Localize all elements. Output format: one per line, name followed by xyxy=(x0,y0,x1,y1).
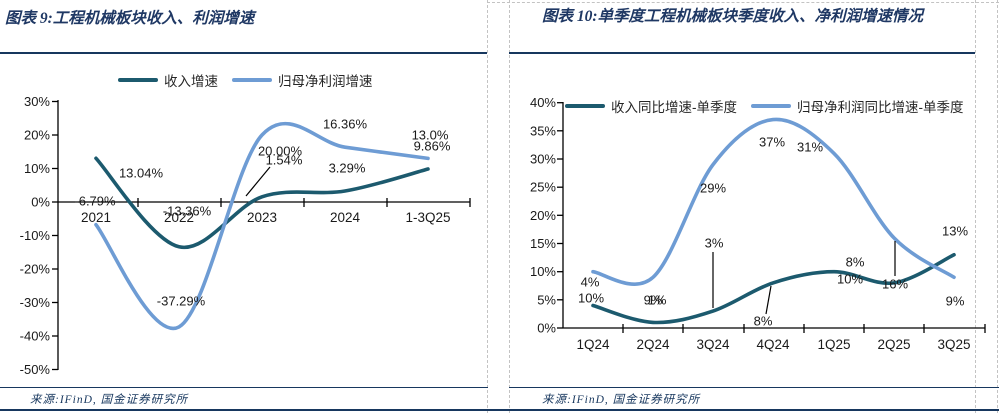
profit-growth-legend-swatch xyxy=(232,78,272,82)
data-point-label: 20.00% xyxy=(258,144,303,159)
annual-growth-line-chart: 30% 20% 10% 0% -10% -20% -30% -40% -50% 2021 2022 2… xyxy=(20,94,471,377)
data-point-label: 8% xyxy=(754,314,773,329)
figure-10-source: 来源:IFinD, 国金证券研究所 xyxy=(542,394,701,406)
data-point-label: 29% xyxy=(700,181,726,196)
data-point-label: 1.54% xyxy=(266,153,303,168)
data-point-label: 16% xyxy=(882,277,908,292)
page-edge-border xyxy=(997,0,998,413)
data-point-label: 16.36% xyxy=(323,117,368,132)
series-line-light xyxy=(94,121,430,331)
y-axis-tick-label: 40% xyxy=(530,95,556,110)
y-axis-tick-label: 15% xyxy=(530,236,556,251)
x-axis-category-label: 2021 xyxy=(81,210,111,225)
quarterly-growth-line-chart: 40% 35% 30% 25% 20% 15% 10% 5% 0% 1Q24 2Q24 3Q24 4Q2… xyxy=(530,95,986,352)
y-axis-tick-label: 25% xyxy=(530,180,556,195)
y-axis-tick-label: 0% xyxy=(537,321,556,336)
cell-divider-right xyxy=(509,0,510,413)
cell-top-border xyxy=(487,2,999,3)
y-axis-tick-label: -50% xyxy=(20,362,51,377)
x-axis-category-label: 2023 xyxy=(247,210,277,225)
figure-10-legend: 收入同比增速-单季度 归母净利润同比增速-单季度 xyxy=(565,96,964,116)
data-point-label: -37.29% xyxy=(157,294,206,309)
x-axis-category-label: 4Q24 xyxy=(756,337,790,352)
data-point-label: 31% xyxy=(797,140,823,155)
profit-growth-legend-label: 归母净利润增速 xyxy=(278,74,373,89)
y-axis-tick-label: 30% xyxy=(530,152,556,167)
data-point-label: 10% xyxy=(578,291,604,306)
data-point-label: 37% xyxy=(759,135,785,150)
y-axis-tick-label: -10% xyxy=(20,228,51,243)
y-axis-tick-label: 10% xyxy=(24,161,50,176)
data-point-label: 4% xyxy=(581,275,600,290)
x-axis-category-label: 1Q24 xyxy=(576,337,610,352)
data-label-leader-line xyxy=(245,166,271,197)
figure-10-title-rule xyxy=(509,52,975,54)
data-point-label: 10% xyxy=(837,272,863,287)
series-line-light xyxy=(591,117,956,286)
quarterly-profit-growth-legend-label: 归母净利润同比增速-单季度 xyxy=(797,100,964,115)
data-point-label: -13.36% xyxy=(163,204,212,219)
y-axis-tick-label: 35% xyxy=(530,123,556,138)
x-axis-category-label: 3Q24 xyxy=(696,337,730,352)
x-axis-category-label: 1Q25 xyxy=(817,337,850,352)
row-bottom-rule xyxy=(0,409,999,411)
quarterly-revenue-growth-legend-label: 收入同比增速-单季度 xyxy=(611,100,737,115)
y-axis-tick-label: 20% xyxy=(530,208,556,223)
y-axis-tick-label: -30% xyxy=(20,295,51,310)
y-axis-tick-label: 30% xyxy=(24,94,50,109)
figure-9-source: 来源:IFinD, 国金证券研究所 xyxy=(30,394,189,406)
data-point-label: 9% xyxy=(946,294,965,309)
revenue-growth-legend-label: 收入增速 xyxy=(164,74,218,89)
y-axis-tick-label: -40% xyxy=(20,329,51,344)
x-axis-category-label: 2Q24 xyxy=(636,337,670,352)
y-axis-tick-label: 10% xyxy=(530,264,556,279)
data-point-label: 13.0% xyxy=(412,128,449,143)
data-point-label: 8% xyxy=(846,255,865,270)
data-label-leader-line xyxy=(765,285,772,315)
figure-9-source-rule xyxy=(0,387,488,388)
cell-divider-far-right xyxy=(975,0,976,413)
series-line-dark xyxy=(94,156,430,250)
data-point-label: 13% xyxy=(942,224,968,239)
series-line-dark xyxy=(591,253,956,325)
x-axis-category-label: 2Q25 xyxy=(877,337,910,352)
figure-10-title: 图表 10:单季度工程机械板块季度收入、净利润增速情况 xyxy=(542,8,924,25)
y-axis-tick-label: -20% xyxy=(20,262,51,277)
x-axis-category-label: 2024 xyxy=(330,210,361,225)
data-point-label: -6.79% xyxy=(74,194,116,209)
quarterly-revenue-growth-legend-swatch xyxy=(565,104,605,108)
x-axis-category-label: 2022 xyxy=(164,210,194,225)
data-point-label: 9% xyxy=(644,293,663,308)
figure-10-source-rule xyxy=(509,387,999,388)
data-point-label: 9.86% xyxy=(414,139,451,154)
figure-9-title-rule xyxy=(0,52,487,54)
x-axis-category-label: 3Q25 xyxy=(937,337,970,352)
revenue-growth-legend-swatch xyxy=(118,78,158,82)
figure-9-title: 图表 9:工程机械板块收入、利润增速 xyxy=(5,10,255,27)
quarterly-profit-growth-legend-swatch xyxy=(751,104,791,108)
data-point-label: 3% xyxy=(705,236,724,251)
y-axis-tick-label: 5% xyxy=(537,292,556,307)
data-point-label: 13.04% xyxy=(119,166,164,181)
y-axis-tick-label: 0% xyxy=(31,195,50,210)
cell-divider-left xyxy=(487,0,488,413)
data-point-label: 1% xyxy=(648,293,667,308)
x-axis-category-label: 1-3Q25 xyxy=(405,210,450,225)
y-axis-tick-label: 20% xyxy=(24,128,50,143)
figure-9-legend: 收入增速 归母净利润增速 xyxy=(118,70,373,90)
data-point-label: 3.29% xyxy=(329,161,366,176)
